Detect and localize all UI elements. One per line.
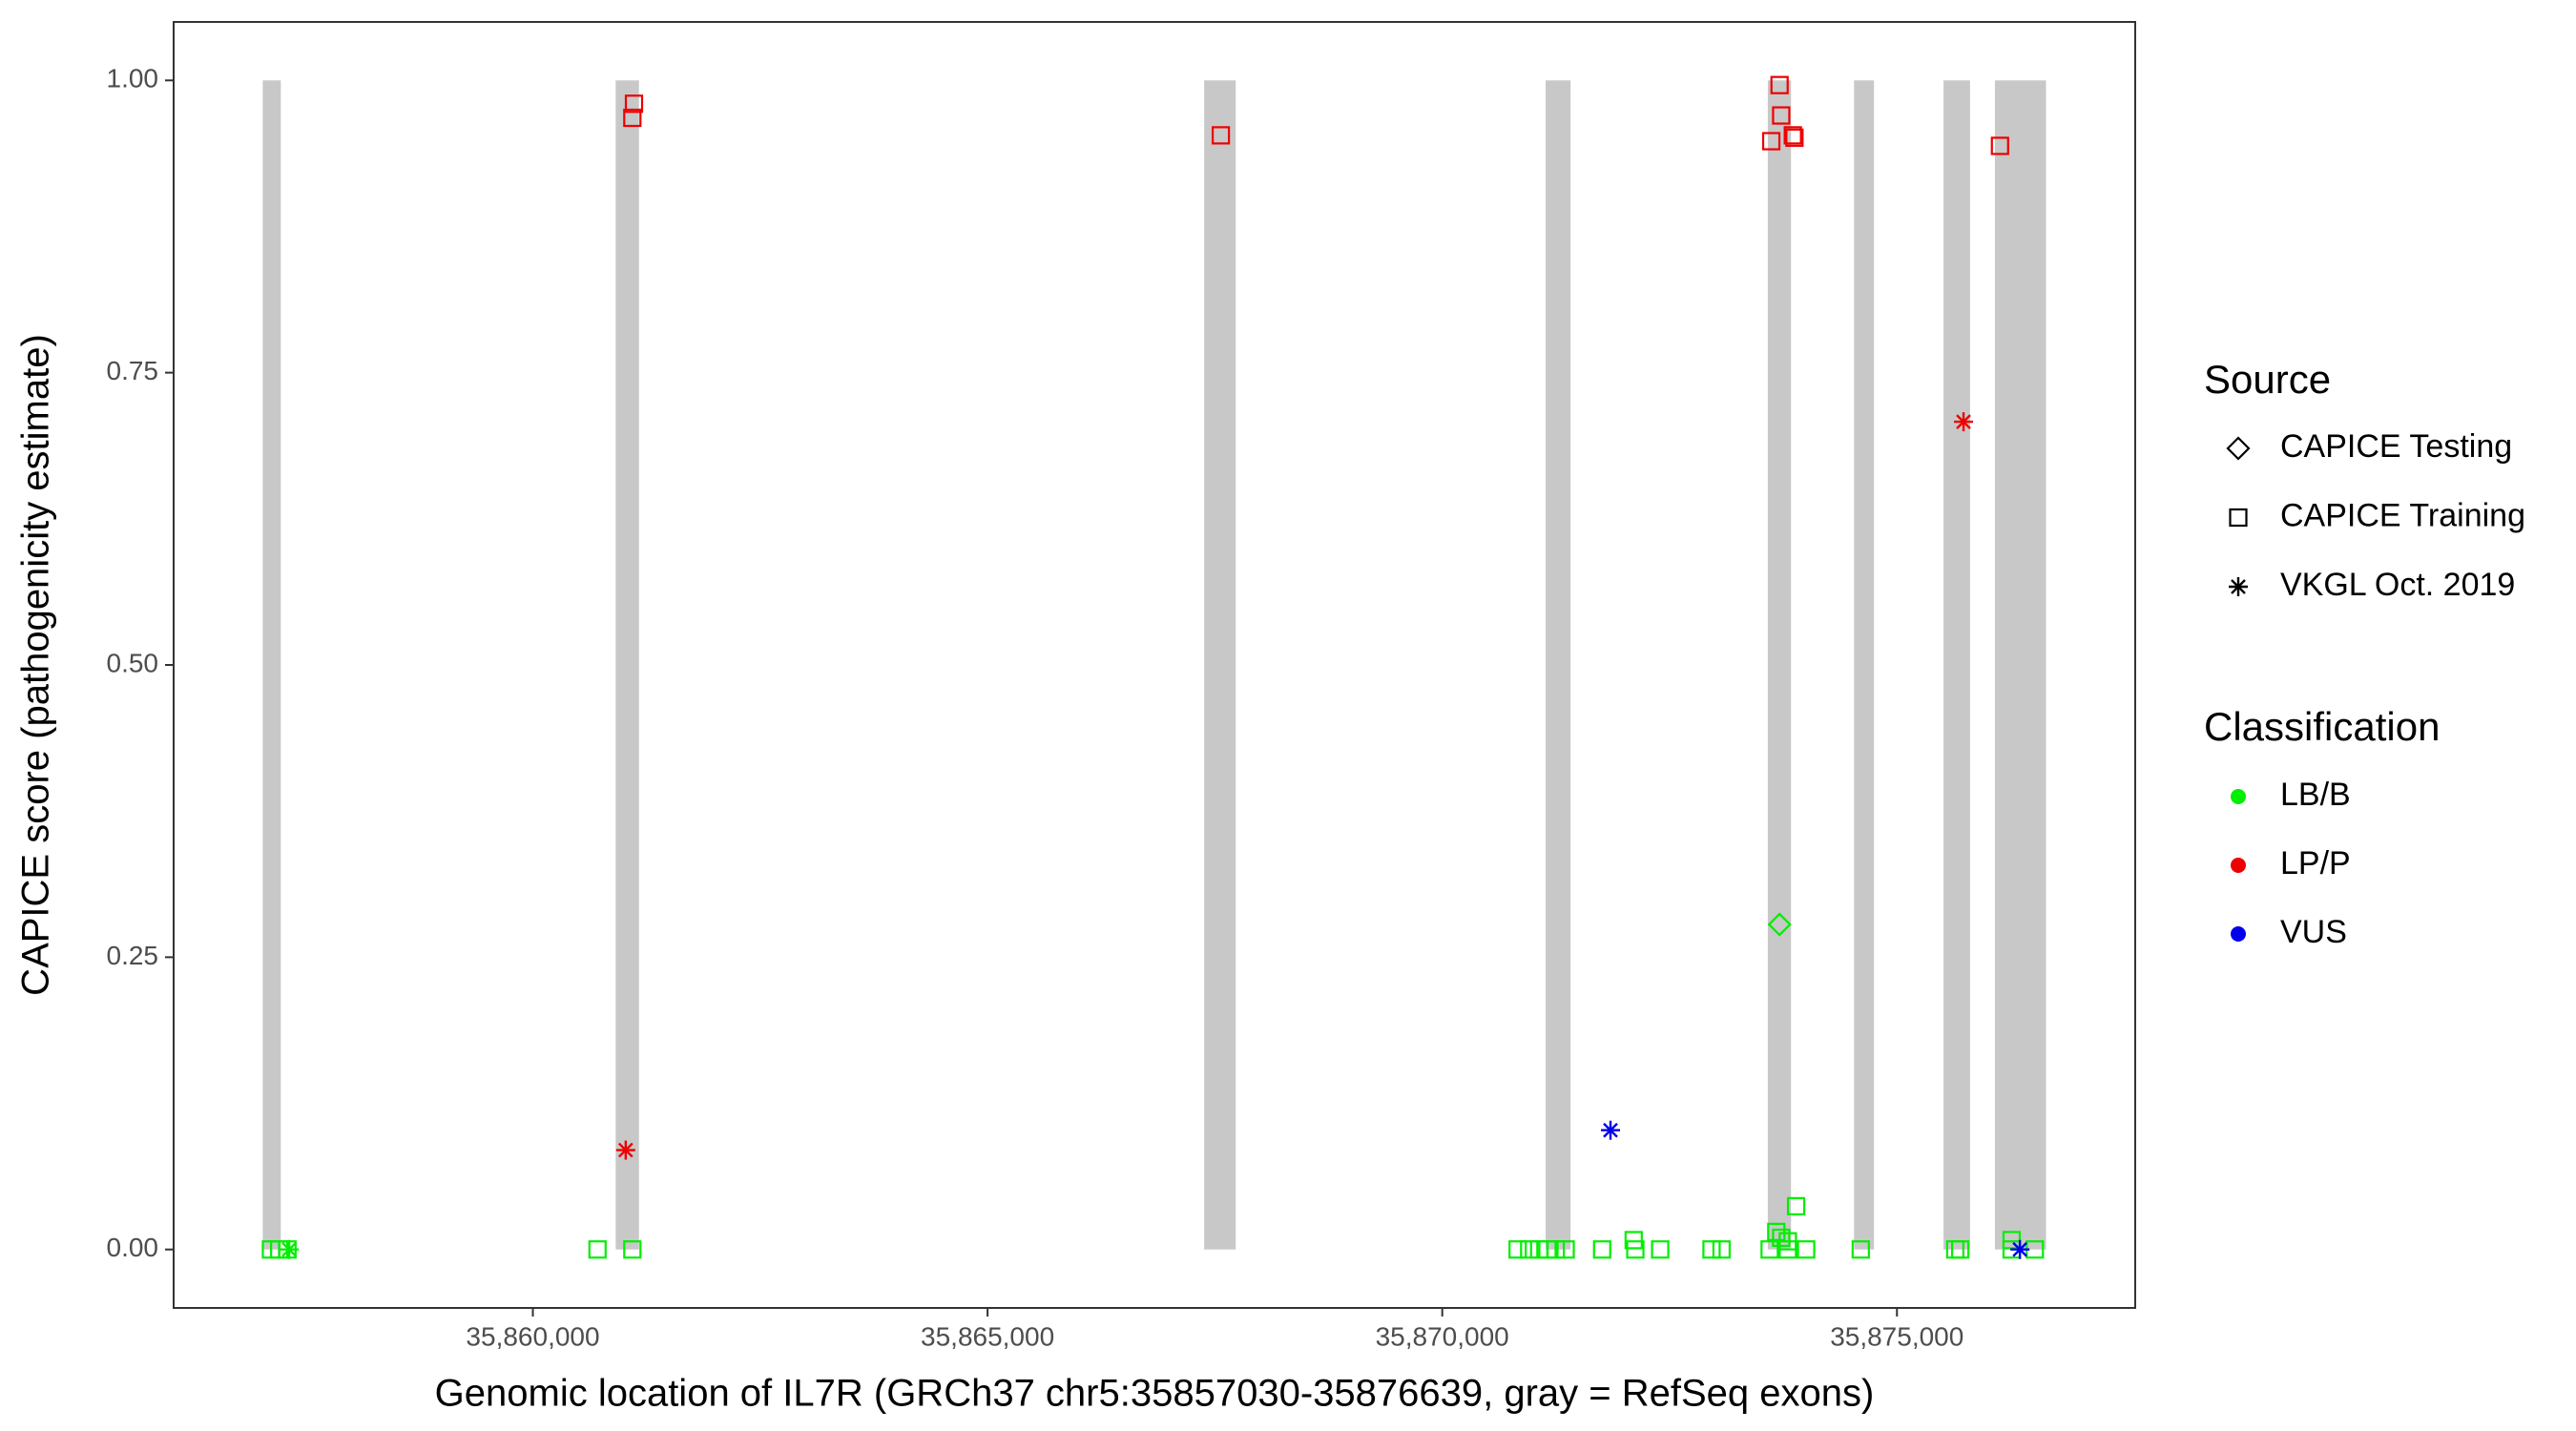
legend-symbol [2229,577,2248,596]
data-point [1785,128,1804,147]
x-axis-title: Genomic location of IL7R (GRCh37 chr5:35… [435,1373,1875,1415]
legend-label: VUS [2280,914,2347,950]
legend-title: Source [2204,357,2331,402]
x-tick-label: 35,875,000 [1830,1321,1963,1351]
data-point [1547,1240,1566,1259]
x-tick-label: 35,870,000 [1376,1321,1509,1351]
data-point [1954,412,1974,432]
data-point [1770,75,1789,94]
data-point [1601,1120,1621,1140]
data-point [1211,126,1231,145]
asterisk-stroke [1956,414,1971,429]
data-point [1851,1240,1870,1259]
data-point [623,1240,642,1259]
asterisk-stroke [2231,579,2246,594]
data-point [1951,1240,1970,1259]
legend-label: CAPICE Testing [2280,428,2512,465]
exon [1767,80,1792,1250]
y-tick-label: 0.75 [107,356,159,385]
data-point [1626,1240,1645,1259]
y-tick-label: 1.00 [107,64,159,93]
x-tick-label: 35,865,000 [921,1321,1054,1351]
legend-symbol [2229,508,2248,528]
data-point [1783,126,1802,145]
data-point [1761,132,1781,151]
data-point [1520,1240,1539,1259]
data-point [1508,1240,1527,1259]
data-point [1990,136,2009,156]
y-tick-label: 0.00 [107,1233,159,1262]
asterisk-stroke [617,1142,634,1158]
data-point [1702,1240,1721,1259]
asterisk-stroke [1603,1122,1618,1138]
legend-label: CAPICE Training [2280,497,2525,533]
y-tick-label: 0.25 [107,941,159,970]
y-tick-label: 0.50 [107,648,159,677]
plot-border [173,21,2136,1309]
asterisk-stroke [2012,1241,2027,1257]
exon [615,80,639,1250]
data-point [1592,1240,1611,1259]
exon [1546,80,1571,1250]
legend-symbol [2231,858,2246,873]
legend-label: LP/P [2280,845,2351,881]
data-point [1778,1232,1797,1251]
data-point [2010,1239,2030,1259]
exon [1204,80,1236,1250]
data-point [1651,1240,1670,1259]
exon [1943,80,1970,1250]
data-point [1772,1228,1791,1248]
exon [262,80,281,1250]
legend-symbol [2231,789,2246,804]
data-point [623,108,642,128]
x-tick-label: 35,860,000 [466,1321,599,1351]
data-point [1772,106,1791,125]
exon [1994,80,2046,1250]
data-point [1767,912,1792,937]
y-axis-title: CAPICE score (pathogenicity estimate) [15,334,57,996]
data-point [1556,1240,1575,1259]
legend-symbol [2231,926,2246,942]
legend-label: VKGL Oct. 2019 [2280,567,2515,603]
data-point [1797,1240,1816,1259]
legend-title: Classification [2204,704,2440,749]
legend-symbol [2226,436,2251,461]
data-point [615,1140,635,1160]
data-point [1624,1231,1643,1250]
legend-label: LB/B [2280,777,2351,813]
data-point [624,94,644,114]
data-point [280,1239,300,1259]
data-point [1760,1240,1779,1259]
data-point [1767,1222,1786,1241]
data-point [1712,1240,1732,1259]
data-point [1786,1196,1806,1215]
exon [1854,80,1875,1250]
data-point [588,1240,607,1259]
asterisk-stroke [281,1241,297,1257]
